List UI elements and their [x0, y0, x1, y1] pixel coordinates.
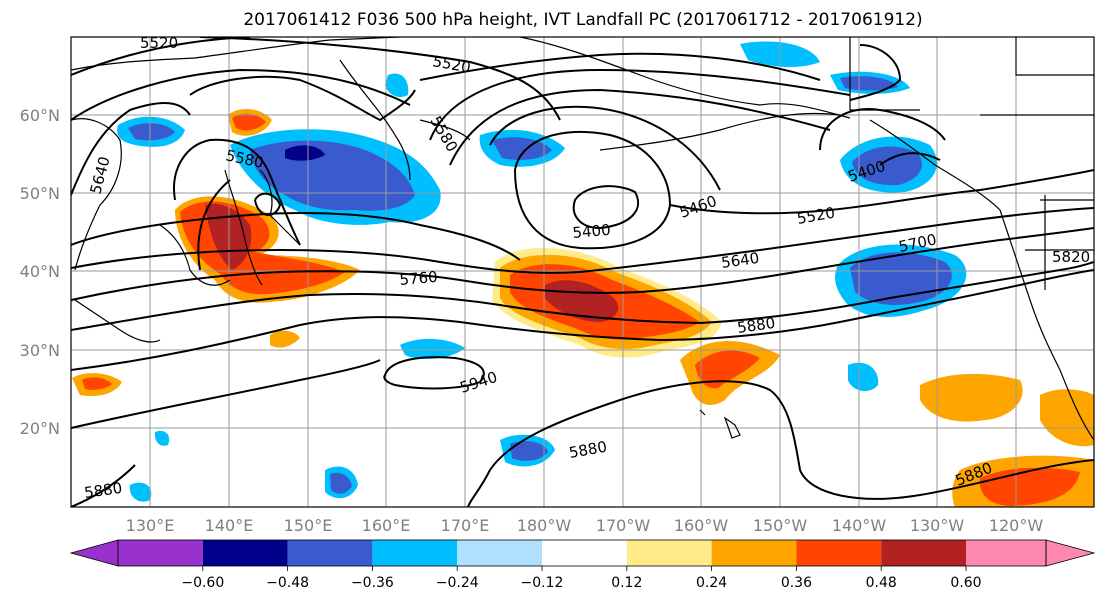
colorbar-tick-marks [202, 566, 967, 571]
ivt-negative-region [154, 430, 170, 446]
ivt-negative-region [385, 73, 409, 97]
colorbar-frame [117, 539, 1047, 567]
height-contour-label: 5820 [1052, 248, 1090, 266]
lat-label: 20°N [20, 419, 60, 438]
lon-label: 130°E [126, 516, 175, 535]
ivt-positive-region [695, 350, 760, 389]
ivt-negative-region [129, 482, 152, 502]
lat-label: 30°N [20, 341, 60, 360]
ivt-negative-region [492, 137, 552, 160]
lon-label: 130°W [910, 516, 965, 535]
colorbar-segment [796, 540, 882, 566]
colorbar-tick-label: −0.48 [266, 575, 309, 591]
ivt-negative-region [128, 123, 175, 141]
lon-label: 180°W [517, 516, 572, 535]
lon-label: 140°W [832, 516, 887, 535]
ivt-negative-region [330, 472, 352, 494]
height-contour-label: 5880 [83, 479, 123, 502]
lat-label: 60°N [20, 106, 60, 125]
height-contours [71, 37, 1094, 507]
lon-label: 120°W [989, 516, 1044, 535]
map-frame [70, 36, 1095, 508]
colorbar-segment [287, 540, 373, 566]
ivt-negative-region [848, 362, 879, 392]
lat-label: 50°N [20, 184, 60, 203]
colorbar-tick-label: 0.36 [781, 575, 812, 591]
contour-labels: 5520 5520 5580 5580 5640 5400 5460 5520 … [83, 34, 1090, 502]
colorbar-max-extension [1045, 539, 1096, 567]
colorbar-segment [626, 540, 712, 566]
colorbar-tick-label: 0.60 [950, 575, 981, 591]
colorbar-segment [711, 540, 797, 566]
colorbar-segment [966, 540, 1046, 566]
height-contour-label: 5640 [720, 249, 760, 272]
lat-label: 40°N [20, 262, 60, 281]
lon-label: 160°E [362, 516, 411, 535]
ivt-negative-region [400, 338, 465, 360]
colorbar: −0.60 −0.48 −0.36 −0.24 −0.12 0.12 0.24 … [69, 539, 1096, 591]
height-contour-label: 5880 [736, 314, 776, 337]
colorbar-tick-label: 0.48 [866, 575, 897, 591]
colorbar-min-extension [69, 539, 119, 567]
map-panel: 5520 5520 5580 5580 5640 5400 5460 5520 … [70, 34, 1095, 508]
lon-label: 150°W [753, 516, 808, 535]
colorbar-segment [542, 540, 627, 566]
ivt-negative-region [510, 441, 548, 461]
colorbar-tick-label: 0.12 [611, 575, 642, 591]
lon-label: 150°E [284, 516, 333, 535]
lon-label: 170°W [596, 516, 651, 535]
ivt-positive-region [82, 377, 112, 390]
lon-label: 170°E [441, 516, 490, 535]
ivt-positive-region [232, 113, 266, 131]
lon-label: 140°E [205, 516, 254, 535]
ivt-negative-region [852, 146, 922, 186]
coastlines [71, 37, 1094, 441]
lon-label: 160°W [674, 516, 729, 535]
ivt-positive-region [1040, 389, 1094, 447]
ivt-positive-region [270, 330, 300, 348]
colorbar-tick-label: 0.24 [696, 575, 727, 591]
height-contour-label: 5400 [572, 221, 612, 242]
height-contour-label: 5760 [399, 268, 439, 289]
colorbar-tick-label: −0.60 [181, 575, 224, 591]
ivt-negative-region [285, 145, 325, 161]
colorbar-segment [118, 540, 203, 566]
figure-title: 2017061412 F036 500 hPa height, IVT Land… [243, 10, 922, 30]
colorbar-tick-label: −0.12 [521, 575, 564, 591]
ivt-negative-region [840, 76, 898, 91]
colorbar-segment [457, 540, 542, 566]
colorbar-tick-label: −0.36 [351, 575, 394, 591]
ivt-positive-region [920, 373, 1023, 422]
height-contour-label: 5520 [140, 34, 178, 52]
colorbar-segment [202, 540, 288, 566]
longitude-labels: 130°E 140°E 150°E 160°E 170°E 180°W 170°… [126, 516, 1044, 535]
colorbar-segment [372, 540, 458, 566]
colorbar-tick-label: −0.24 [436, 575, 479, 591]
latitude-labels: 60°N 50°N 40°N 30°N 20°N [20, 106, 60, 438]
colorbar-segment [881, 540, 966, 566]
